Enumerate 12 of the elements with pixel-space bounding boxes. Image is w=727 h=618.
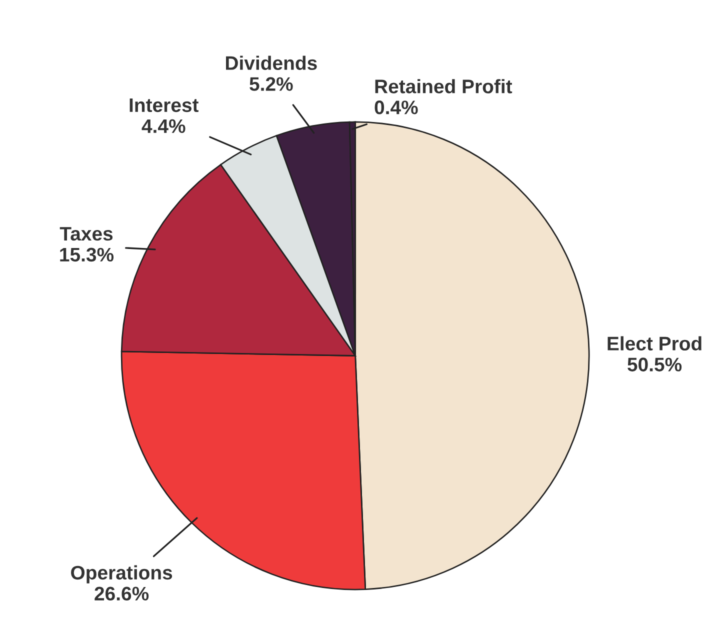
slice-label: Taxes xyxy=(60,227,113,241)
slice-label: Operations xyxy=(71,565,172,584)
data-label: 26.6% xyxy=(94,586,149,601)
slice-label: Dividends xyxy=(226,56,317,70)
slice-label: Elect Prod xyxy=(608,336,702,350)
data-label: 4.4% xyxy=(142,119,186,133)
data-label: 50.5% xyxy=(628,358,682,372)
slice-label: Interest xyxy=(130,98,199,112)
data-label: 5.2% xyxy=(250,77,293,91)
data-label: 0.4% xyxy=(374,100,418,114)
data-label: 15.3% xyxy=(60,248,114,262)
slice-label: Retained Profit xyxy=(375,79,512,94)
